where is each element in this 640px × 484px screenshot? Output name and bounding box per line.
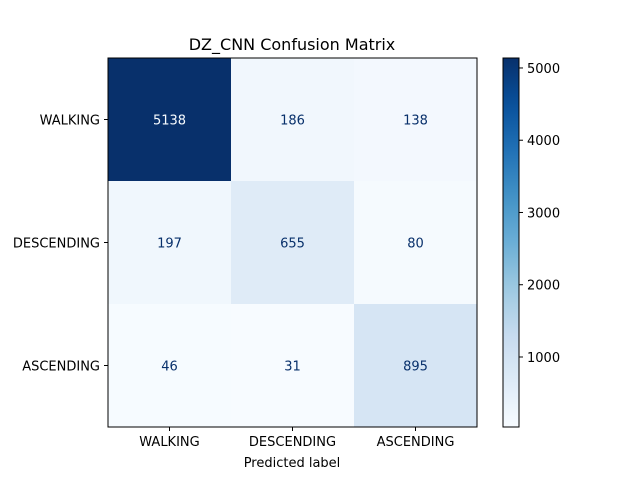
heatmap-cell (354, 304, 477, 427)
chart-title: DZ_CNN Confusion Matrix (189, 35, 396, 55)
colorbar-tick-label: 5000 (527, 62, 560, 77)
cell-value-label: 31 (284, 360, 301, 375)
y-tick-label: WALKING (40, 114, 100, 129)
x-tick-label: DESCENDING (249, 435, 336, 450)
cell-value-label: 655 (280, 237, 305, 252)
cell-value-label: 895 (403, 360, 428, 375)
colorbar: 1000 2000 3000 4000 5000 (502, 57, 560, 428)
plot-axes (104, 57, 478, 431)
heatmap-cell (231, 181, 354, 304)
x-tick-labels: WALKING DESCENDING ASCENDING (139, 435, 454, 450)
heatmap-cell (108, 181, 231, 304)
colorbar-tick-label: 4000 (527, 134, 560, 149)
colorbar-tick-label: 1000 (527, 351, 560, 366)
y-tick-label: DESCENDING (13, 237, 100, 252)
x-axis-label: Predicted label (244, 456, 341, 471)
cell-value-label: 80 (407, 237, 424, 252)
cell-value-label: 46 (161, 360, 178, 375)
cell-value-label: 5138 (153, 114, 186, 129)
x-tick-label: ASCENDING (377, 435, 455, 450)
cell-value-label: 138 (403, 114, 428, 129)
cell-value-labels: 5138 186 138 197 655 80 46 31 895 (153, 114, 428, 375)
cell-value-label: 186 (280, 114, 305, 129)
heatmap-cell (108, 58, 231, 181)
x-tick-label: WALKING (139, 435, 199, 450)
cell-value-label: 197 (157, 237, 182, 252)
heatmap-cell (231, 58, 354, 181)
colorbar-gradient (502, 57, 520, 428)
y-tick-labels: WALKING DESCENDING ASCENDING (13, 114, 100, 375)
colorbar-tick-label: 2000 (527, 279, 560, 294)
heatmap-cells (108, 58, 477, 427)
heatmap-cell (354, 181, 477, 304)
y-tick-label: ASCENDING (22, 360, 100, 375)
heatmap-cell (231, 304, 354, 427)
heatmap-cell (354, 58, 477, 181)
colorbar-tick-label: 3000 (527, 206, 560, 221)
heatmap-cell (108, 304, 231, 427)
